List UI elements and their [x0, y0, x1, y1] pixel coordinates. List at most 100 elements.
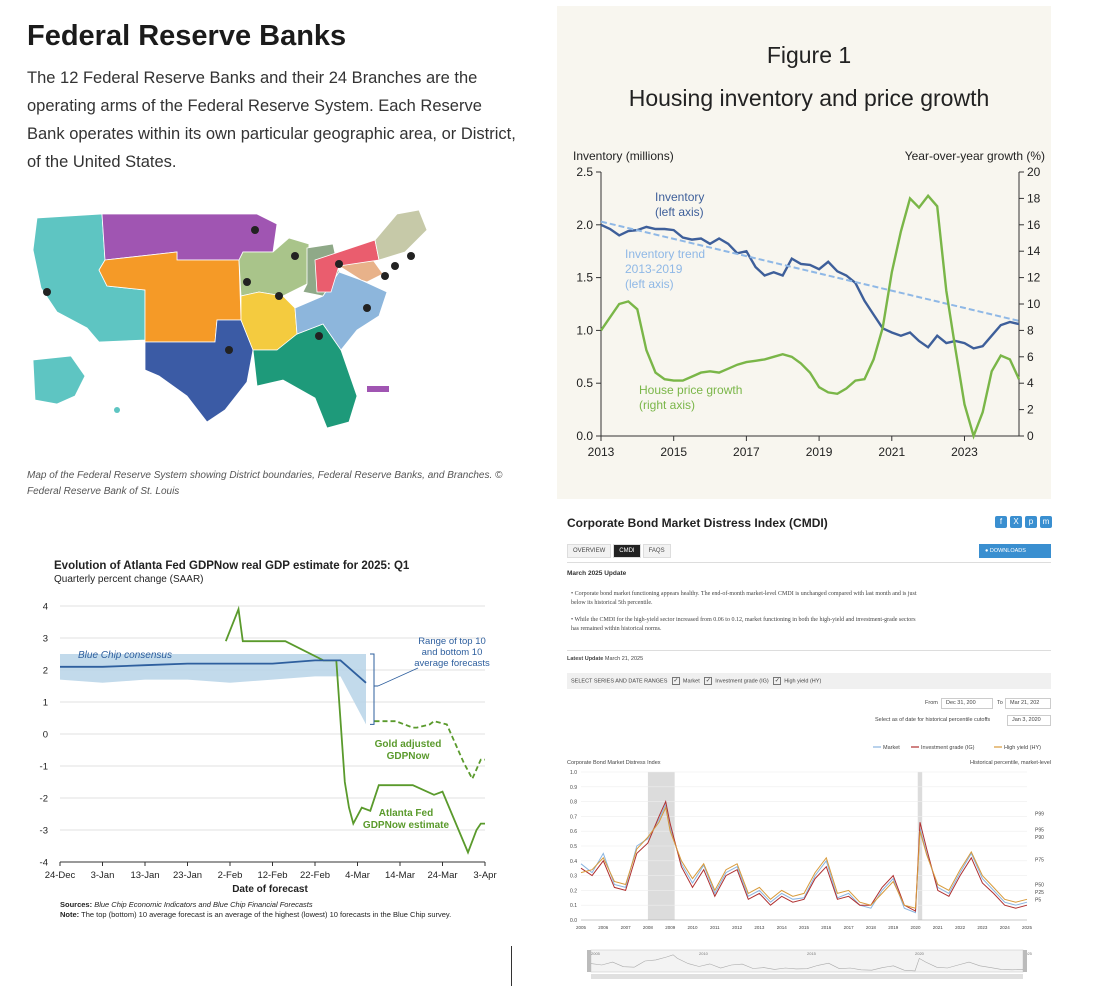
cmdi-x-tick-label: 2012	[732, 925, 743, 930]
gdp-xlabel: Date of forecast	[232, 884, 308, 895]
cmdi-y-tick-label: 0.2	[570, 888, 577, 894]
navigator-label: 2020	[915, 951, 925, 956]
cmdi-x-tick-label: 2007	[621, 925, 632, 930]
from-date-input[interactable]: Dec 31, 200	[941, 698, 993, 709]
divider-line	[511, 946, 512, 986]
housing-y2-tick-label: 0	[1027, 429, 1034, 443]
asof-label: Select as of date for historical percent…	[875, 717, 991, 723]
checkbox-ig[interactable]: ✓	[704, 677, 713, 685]
gdp-x-tick-label: 14-Mar	[385, 870, 415, 881]
fed-district-map	[32, 209, 428, 429]
bank-marker	[43, 288, 51, 296]
annot-price: House price growth	[639, 383, 742, 397]
housing-y2-tick-label: 6	[1027, 350, 1034, 364]
cmdi-y-tick-label: 0.5	[570, 844, 577, 850]
gdp-y-tick-label: 1	[43, 698, 48, 709]
cmdi-ylabel-right: Historical percentile, market-level	[970, 760, 1051, 766]
cmdi-title: Corporate Bond Market Distress Index (CM…	[567, 516, 828, 530]
gdp-x-tick-label: 12-Feb	[257, 870, 287, 881]
navigator-label: 2005	[591, 951, 601, 956]
tab-cmdi[interactable]: CMDI	[613, 544, 641, 558]
cmdi-y-tick-label: 0.9	[570, 785, 577, 791]
housing-y-tick-label: 1.0	[576, 323, 593, 337]
housing-y2-tick-label: 10	[1027, 297, 1041, 311]
bank-marker	[363, 304, 371, 312]
checkbox-market[interactable]: ✓	[671, 677, 680, 685]
percentile-label: P90	[1035, 835, 1044, 841]
downloads-button[interactable]: ● DOWNLOADS	[979, 544, 1051, 558]
facebook-icon[interactable]: f	[995, 516, 1007, 528]
housing-y-tick-label: 1.5	[576, 271, 593, 285]
x-icon[interactable]: X	[1010, 516, 1022, 528]
series-inventory	[600, 223, 1020, 350]
series-market	[580, 802, 1028, 914]
cmdi-y-tick-label: 0.7	[570, 814, 577, 820]
cmdi-x-tick-label: 2016	[821, 925, 832, 930]
navigator-label: 2025	[1023, 951, 1033, 956]
housing-y2-tick-label: 16	[1027, 218, 1041, 232]
cmdi-x-tick-label: 2022	[955, 925, 966, 930]
housing-title: Housing inventory and price growth	[629, 85, 990, 111]
cmdi-y-tick-label: 0.6	[570, 829, 577, 835]
bank-marker	[251, 226, 259, 234]
navigator-handle-right	[1023, 950, 1027, 972]
bank-marker	[335, 260, 343, 268]
fed-description: The 12 Federal Reserve Banks and their 2…	[27, 69, 516, 171]
gdp-y-tick-label: 3	[43, 634, 48, 645]
cmdi-x-tick-label: 2018	[866, 925, 877, 930]
series-atlanta-fed-gdpnow-estimate	[224, 605, 485, 855]
checkbox-hy[interactable]: ✓	[773, 677, 782, 685]
percentile-label: P5	[1035, 897, 1041, 903]
housing-y-tick-label: 0.5	[576, 376, 593, 390]
district-newyork	[314, 239, 380, 293]
gdp-y-tick-label: -4	[40, 858, 48, 869]
housing-y2-tick-label: 18	[1027, 191, 1041, 205]
gdp-y-tick-label: -1	[40, 762, 48, 773]
annot-gdpnow-2: GDPNow estimate	[363, 820, 450, 831]
housing-y2-tick-label: 14	[1027, 244, 1041, 258]
cmdi-x-tick-label: 2020	[910, 925, 921, 930]
annot-inventory: Inventory	[655, 190, 704, 204]
navigator-scrollbar	[591, 974, 1023, 979]
forecast-range-band	[60, 654, 366, 725]
range-leader	[377, 667, 419, 687]
divider	[567, 562, 1051, 563]
cmdi-chart: Market Investment grade (IG) High yield (H…	[567, 745, 1051, 979]
print-icon[interactable]: p	[1025, 516, 1037, 528]
housing-y2-tick-label: 4	[1027, 376, 1034, 390]
housing-y-tick-label: 2.0	[576, 218, 593, 232]
district-boston	[374, 209, 428, 261]
to-date-input[interactable]: Mar 21, 202	[1005, 698, 1051, 709]
housing-chart: Figure 1 Housing inventory and price gro…	[573, 42, 1045, 459]
housing-x-tick-label: 2017	[733, 445, 760, 459]
cmdi-x-tick-label: 2009	[665, 925, 676, 930]
email-icon[interactable]: m	[1040, 516, 1052, 528]
cmdi-x-tick-label: 2023	[977, 925, 988, 930]
range-bracket	[370, 653, 378, 725]
series-house-price-growth	[600, 193, 1021, 440]
annot-gdpnow-1: Atlanta Fed	[379, 808, 433, 819]
cmdi-x-tick-label: 2015	[799, 925, 810, 930]
asof-date-input[interactable]: Jan 3, 2020	[1007, 715, 1051, 726]
tab-overview[interactable]: OVERVIEW	[567, 544, 612, 558]
update-heading: March 2025 Update	[567, 570, 627, 577]
cmdi-x-tick-label: 2025	[1022, 925, 1033, 930]
cmdi-y-tick-label: 0.3	[570, 874, 577, 880]
cmdi-x-tick-label: 2008	[643, 925, 654, 930]
series-blue-chip-consensus	[60, 659, 367, 684]
tab-faqs[interactable]: FAQS	[642, 544, 671, 558]
percentile-label: P50	[1035, 882, 1044, 888]
annot-price-axis: (right axis)	[639, 398, 695, 412]
series-gold-adjusted-gdpnow	[374, 720, 485, 781]
annot-range-1: Range of top 10	[418, 636, 486, 647]
bank-marker	[407, 252, 415, 260]
gdp-sources: Sources: Blue Chip Economic Indicators a…	[60, 900, 313, 909]
annot-inventory-axis: (left axis)	[655, 205, 704, 219]
fed-caption: Map of the Federal Reserve System showin…	[27, 470, 503, 497]
bank-marker	[291, 252, 299, 260]
gdp-y-tick-label: 4	[43, 602, 48, 613]
gdp-x-tick-label: 13-Jan	[130, 870, 159, 881]
series-selector: SELECT SERIES AND DATE RANGES ✓ Market ✓ I…	[567, 673, 1051, 689]
navigator-label: 2010	[699, 951, 709, 956]
cmdi-y-tick-label: 0.0	[570, 918, 577, 924]
